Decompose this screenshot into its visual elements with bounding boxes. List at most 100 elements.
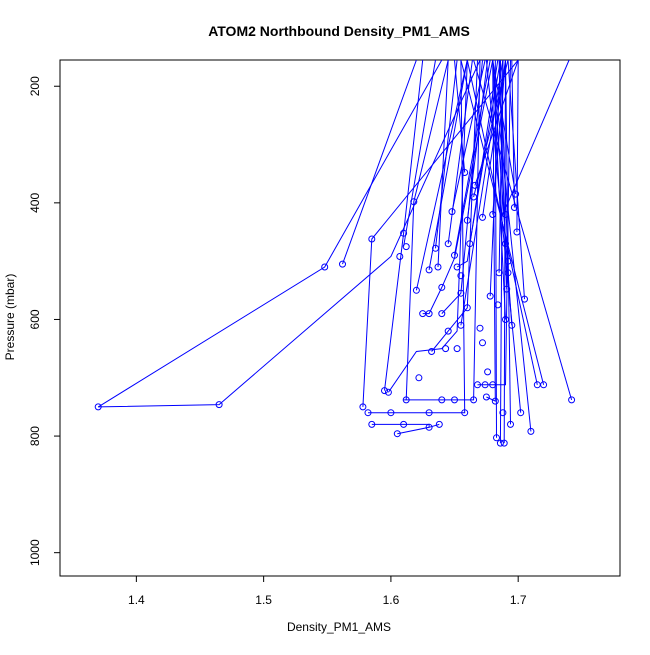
series-line xyxy=(437,60,449,268)
data-point xyxy=(381,387,388,395)
series-line xyxy=(441,60,483,314)
data-point xyxy=(425,266,433,274)
data-point xyxy=(471,181,479,189)
data-point xyxy=(410,198,418,206)
y-tick-label: 200 xyxy=(28,76,42,96)
data-point xyxy=(339,260,346,268)
data-point xyxy=(496,439,504,447)
data-point xyxy=(479,339,486,347)
data-point xyxy=(463,216,471,224)
data-point xyxy=(412,286,420,294)
data-point xyxy=(527,427,535,435)
data-point xyxy=(500,439,508,447)
data-point xyxy=(479,213,486,221)
series-line xyxy=(447,60,473,244)
data-point xyxy=(489,211,497,218)
x-axis: 1.4 1.5 1.6 1.7 xyxy=(128,575,527,607)
data-point xyxy=(384,388,392,396)
series-lines xyxy=(97,60,573,444)
series-line xyxy=(492,60,532,432)
data-point xyxy=(495,269,503,277)
x-tick-label: 1.6 xyxy=(383,593,400,607)
chart-title: ATOM2 Northbound Density_PM1_AMS xyxy=(208,23,470,39)
data-point xyxy=(457,272,465,280)
series-line xyxy=(454,60,466,173)
series-line xyxy=(473,60,573,401)
data-point xyxy=(494,301,502,309)
data-point xyxy=(400,420,408,428)
x-axis-label: Density_PM1_AMS xyxy=(287,620,391,634)
data-point xyxy=(438,283,446,291)
series-line xyxy=(403,60,436,247)
data-point xyxy=(457,321,465,329)
data-point xyxy=(451,396,458,404)
data-point xyxy=(425,409,433,417)
data-point xyxy=(489,381,497,389)
data-point xyxy=(428,348,436,355)
x-tick-label: 1.5 xyxy=(255,593,272,607)
y-tick-label: 800 xyxy=(28,426,42,446)
data-point xyxy=(368,235,376,243)
series-line xyxy=(362,60,519,407)
series-line xyxy=(342,60,417,265)
data-point xyxy=(491,397,499,405)
data-point xyxy=(435,420,443,428)
data-point xyxy=(517,409,525,417)
data-point xyxy=(402,396,410,404)
data-point xyxy=(215,401,223,409)
data-point xyxy=(504,269,512,277)
data-point xyxy=(453,263,461,271)
series-points xyxy=(94,169,576,447)
data-point xyxy=(486,292,494,300)
series-line xyxy=(460,60,545,385)
data-point xyxy=(438,310,446,318)
data-point xyxy=(461,169,469,176)
data-point xyxy=(476,324,484,332)
data-point xyxy=(321,263,329,271)
data-point xyxy=(508,321,516,329)
data-point xyxy=(482,393,490,401)
data-point xyxy=(425,310,433,318)
data-point xyxy=(393,430,401,438)
data-point xyxy=(502,316,509,323)
series-line xyxy=(486,60,496,402)
series-line xyxy=(387,60,468,393)
data-point xyxy=(461,409,469,417)
series-line xyxy=(98,60,481,408)
data-point xyxy=(521,295,528,303)
data-point xyxy=(507,420,514,428)
series-line xyxy=(422,60,494,315)
series-line xyxy=(492,60,513,326)
data-point xyxy=(396,253,404,260)
data-point xyxy=(438,396,446,404)
series-line xyxy=(485,60,522,413)
data-point xyxy=(364,409,372,417)
data-point xyxy=(499,409,507,417)
series-line xyxy=(371,423,440,435)
series-line xyxy=(428,60,468,270)
series-line xyxy=(466,60,489,221)
data-point xyxy=(504,257,512,265)
data-point xyxy=(444,240,452,248)
data-point xyxy=(484,368,492,376)
series-line xyxy=(454,60,491,256)
series-line xyxy=(499,60,509,262)
data-point xyxy=(502,240,509,248)
y-tick-label: 600 xyxy=(28,309,42,329)
series-line xyxy=(405,60,449,400)
data-point xyxy=(510,204,518,211)
series-line xyxy=(502,60,570,215)
data-point xyxy=(457,289,465,297)
data-point xyxy=(359,403,367,411)
data-point xyxy=(444,327,452,335)
series-line xyxy=(403,60,481,401)
data-point xyxy=(470,193,478,201)
series-line xyxy=(516,60,519,233)
data-point xyxy=(415,374,423,382)
data-point xyxy=(425,423,433,431)
series-line xyxy=(384,60,424,391)
data-point xyxy=(434,263,442,271)
x-tick-label: 1.7 xyxy=(510,593,527,607)
x-tick-label: 1.4 xyxy=(128,593,145,607)
